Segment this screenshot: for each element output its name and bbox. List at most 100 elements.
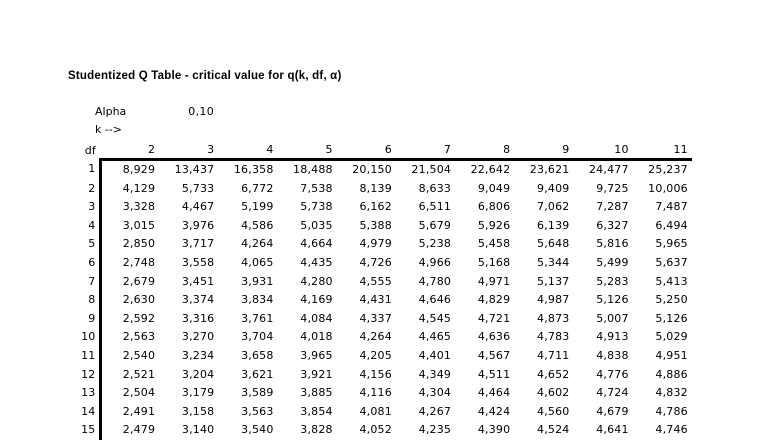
df-cell: 13 <box>81 386 96 400</box>
q-value-cell: 2,521 <box>98 365 160 385</box>
q-value-cell: 8,633 <box>418 181 452 195</box>
q-value-cell: 3,828 <box>300 423 333 437</box>
df-cell: 8 <box>88 293 96 307</box>
q-value-cell: 4,966 <box>418 255 452 269</box>
q-value-cell: 3,328 <box>98 198 160 217</box>
q-value-cell: 3,965 <box>300 348 333 362</box>
q-value-cell: 4,913 <box>596 330 629 344</box>
q-value-cell: 4,511 <box>477 367 511 381</box>
q-value-cell: 22,642 <box>470 163 511 176</box>
q-value-cell: 4,235 <box>418 423 452 437</box>
q-value-cell: 4,780 <box>418 274 452 288</box>
q-value-cell: 4,264 <box>359 330 392 344</box>
q-value-cell: 6,772 <box>241 181 274 195</box>
q-value-cell: 4,721 <box>477 311 511 325</box>
q-value-cell: 6,162 <box>359 200 392 214</box>
table-row: 8 2,630 3,374 3,834 4,169 4,431 4,646 4,829 4,98… <box>64 291 692 310</box>
q-value-cell: 4,746 <box>655 423 688 437</box>
table-row: 10 2,563 3,270 3,704 4,018 4,264 4,465 4,636 4,7… <box>64 328 692 347</box>
q-value-cell: 6,327 <box>596 218 629 232</box>
table-row: 11 2,540 3,234 3,658 3,965 4,205 4,401 4,567 4,7… <box>64 346 692 366</box>
q-value-cell: 4,832 <box>655 386 688 400</box>
q-value-cell: 4,987 <box>537 293 570 307</box>
df-cell: 4 <box>88 218 96 232</box>
df-cell: 3 <box>88 200 96 214</box>
q-value-cell: 8,929 <box>98 159 160 180</box>
k-column-header: 10 <box>573 141 633 161</box>
q-value-cell: 3,717 <box>181 237 215 251</box>
q-value-cell: 3,158 <box>181 404 215 418</box>
q-value-cell: 4,545 <box>418 311 452 325</box>
q-value-cell: 5,126 <box>596 293 629 307</box>
q-value-cell: 3,658 <box>241 348 274 362</box>
q-value-cell: 4,435 <box>300 255 333 269</box>
k-column-header: 5 <box>277 141 337 161</box>
q-value-cell: 4,664 <box>300 237 333 251</box>
table-row: 2 4,129 5,733 6,772 7,538 8,139 8,633 9,049 9,40… <box>64 179 692 199</box>
q-value-cell: 5,733 <box>181 181 215 195</box>
df-cell: 6 <box>88 255 96 269</box>
q-value-cell: 4,018 <box>300 330 333 344</box>
q-value-cell: 4,602 <box>537 386 570 400</box>
k-column-header: 7 <box>395 141 456 161</box>
k-column-header: 9 <box>514 141 574 161</box>
q-value-cell: 4,829 <box>477 293 511 307</box>
q-value-cell: 5,199 <box>241 200 274 214</box>
q-value-cell: 4,951 <box>655 348 688 362</box>
q-value-cell: 3,976 <box>181 218 215 232</box>
q-value-cell: 3,704 <box>241 330 274 344</box>
q-value-cell: 2,850 <box>98 235 160 254</box>
q-value-cell: 3,204 <box>181 367 215 381</box>
q-value-cell: 3,179 <box>181 386 215 400</box>
q-value-cell: 4,390 <box>477 423 511 437</box>
q-value-cell: 4,724 <box>596 386 629 400</box>
table-row: 6 2,748 3,558 4,065 4,435 4,726 4,966 5,168 5,34… <box>64 253 692 273</box>
q-value-cell: 3,563 <box>241 404 274 418</box>
df-cell: 2 <box>88 181 96 195</box>
q-value-cell: 4,679 <box>596 404 629 418</box>
k-column-header: 11 <box>632 141 692 161</box>
q-table-body: 1 8,929 13,437 16,358 18,488 20,150 21,504 22,6… <box>64 159 692 440</box>
k-column-header: 3 <box>159 141 219 161</box>
df-cell: 1 <box>88 162 96 176</box>
q-value-cell: 6,806 <box>477 200 511 214</box>
table-row: 12 2,521 3,204 3,621 3,921 4,156 4,349 4,511 4,6… <box>64 365 692 385</box>
q-value-cell: 3,589 <box>241 386 274 400</box>
table-row: 9 2,592 3,316 3,761 4,084 4,337 4,545 4,721 4,87… <box>64 309 692 329</box>
q-value-cell: 2,504 <box>98 384 160 403</box>
q-value-cell: 5,388 <box>359 218 392 232</box>
q-value-cell: 7,287 <box>596 200 629 214</box>
q-value-cell: 4,129 <box>98 179 160 199</box>
table-row: 1 8,929 13,437 16,358 18,488 20,150 21,504 22,6… <box>64 159 692 180</box>
q-value-cell: 5,738 <box>300 200 333 214</box>
q-value-cell: 2,679 <box>98 272 160 292</box>
q-value-cell: 4,304 <box>418 386 452 400</box>
q-value-cell: 4,084 <box>300 311 333 325</box>
q-value-cell: 3,834 <box>241 293 274 307</box>
q-value-cell: 4,636 <box>477 330 511 344</box>
q-value-cell: 4,081 <box>359 404 392 418</box>
q-value-cell: 21,504 <box>411 163 452 176</box>
q-value-cell: 3,316 <box>181 311 215 325</box>
q-value-cell: 2,479 <box>98 421 160 440</box>
q-value-cell: 13,437 <box>174 163 215 176</box>
df-cell: 12 <box>81 367 96 381</box>
q-value-cell: 25,237 <box>648 163 688 176</box>
q-value-cell: 5,137 <box>537 274 570 288</box>
q-value-cell: 7,538 <box>300 181 333 195</box>
q-value-cell: 5,926 <box>477 218 511 232</box>
df-header: df <box>84 143 96 157</box>
q-value-cell: 3,015 <box>98 216 160 236</box>
q-value-cell: 9,409 <box>537 181 570 195</box>
q-value-cell: 4,726 <box>359 255 392 269</box>
q-value-cell: 4,205 <box>359 348 392 362</box>
q-value-cell: 5,283 <box>596 274 629 288</box>
q-value-cell: 4,555 <box>359 274 392 288</box>
q-value-cell: 2,491 <box>98 402 160 422</box>
table-row: 14 2,491 3,158 3,563 3,854 4,081 4,267 4,424 4,5… <box>64 402 692 422</box>
q-value-cell: 4,337 <box>359 311 392 325</box>
q-value-cell: 4,424 <box>477 404 511 418</box>
q-value-cell: 4,116 <box>359 386 392 400</box>
q-value-cell: 5,238 <box>418 237 452 251</box>
q-value-cell: 5,413 <box>655 274 688 288</box>
